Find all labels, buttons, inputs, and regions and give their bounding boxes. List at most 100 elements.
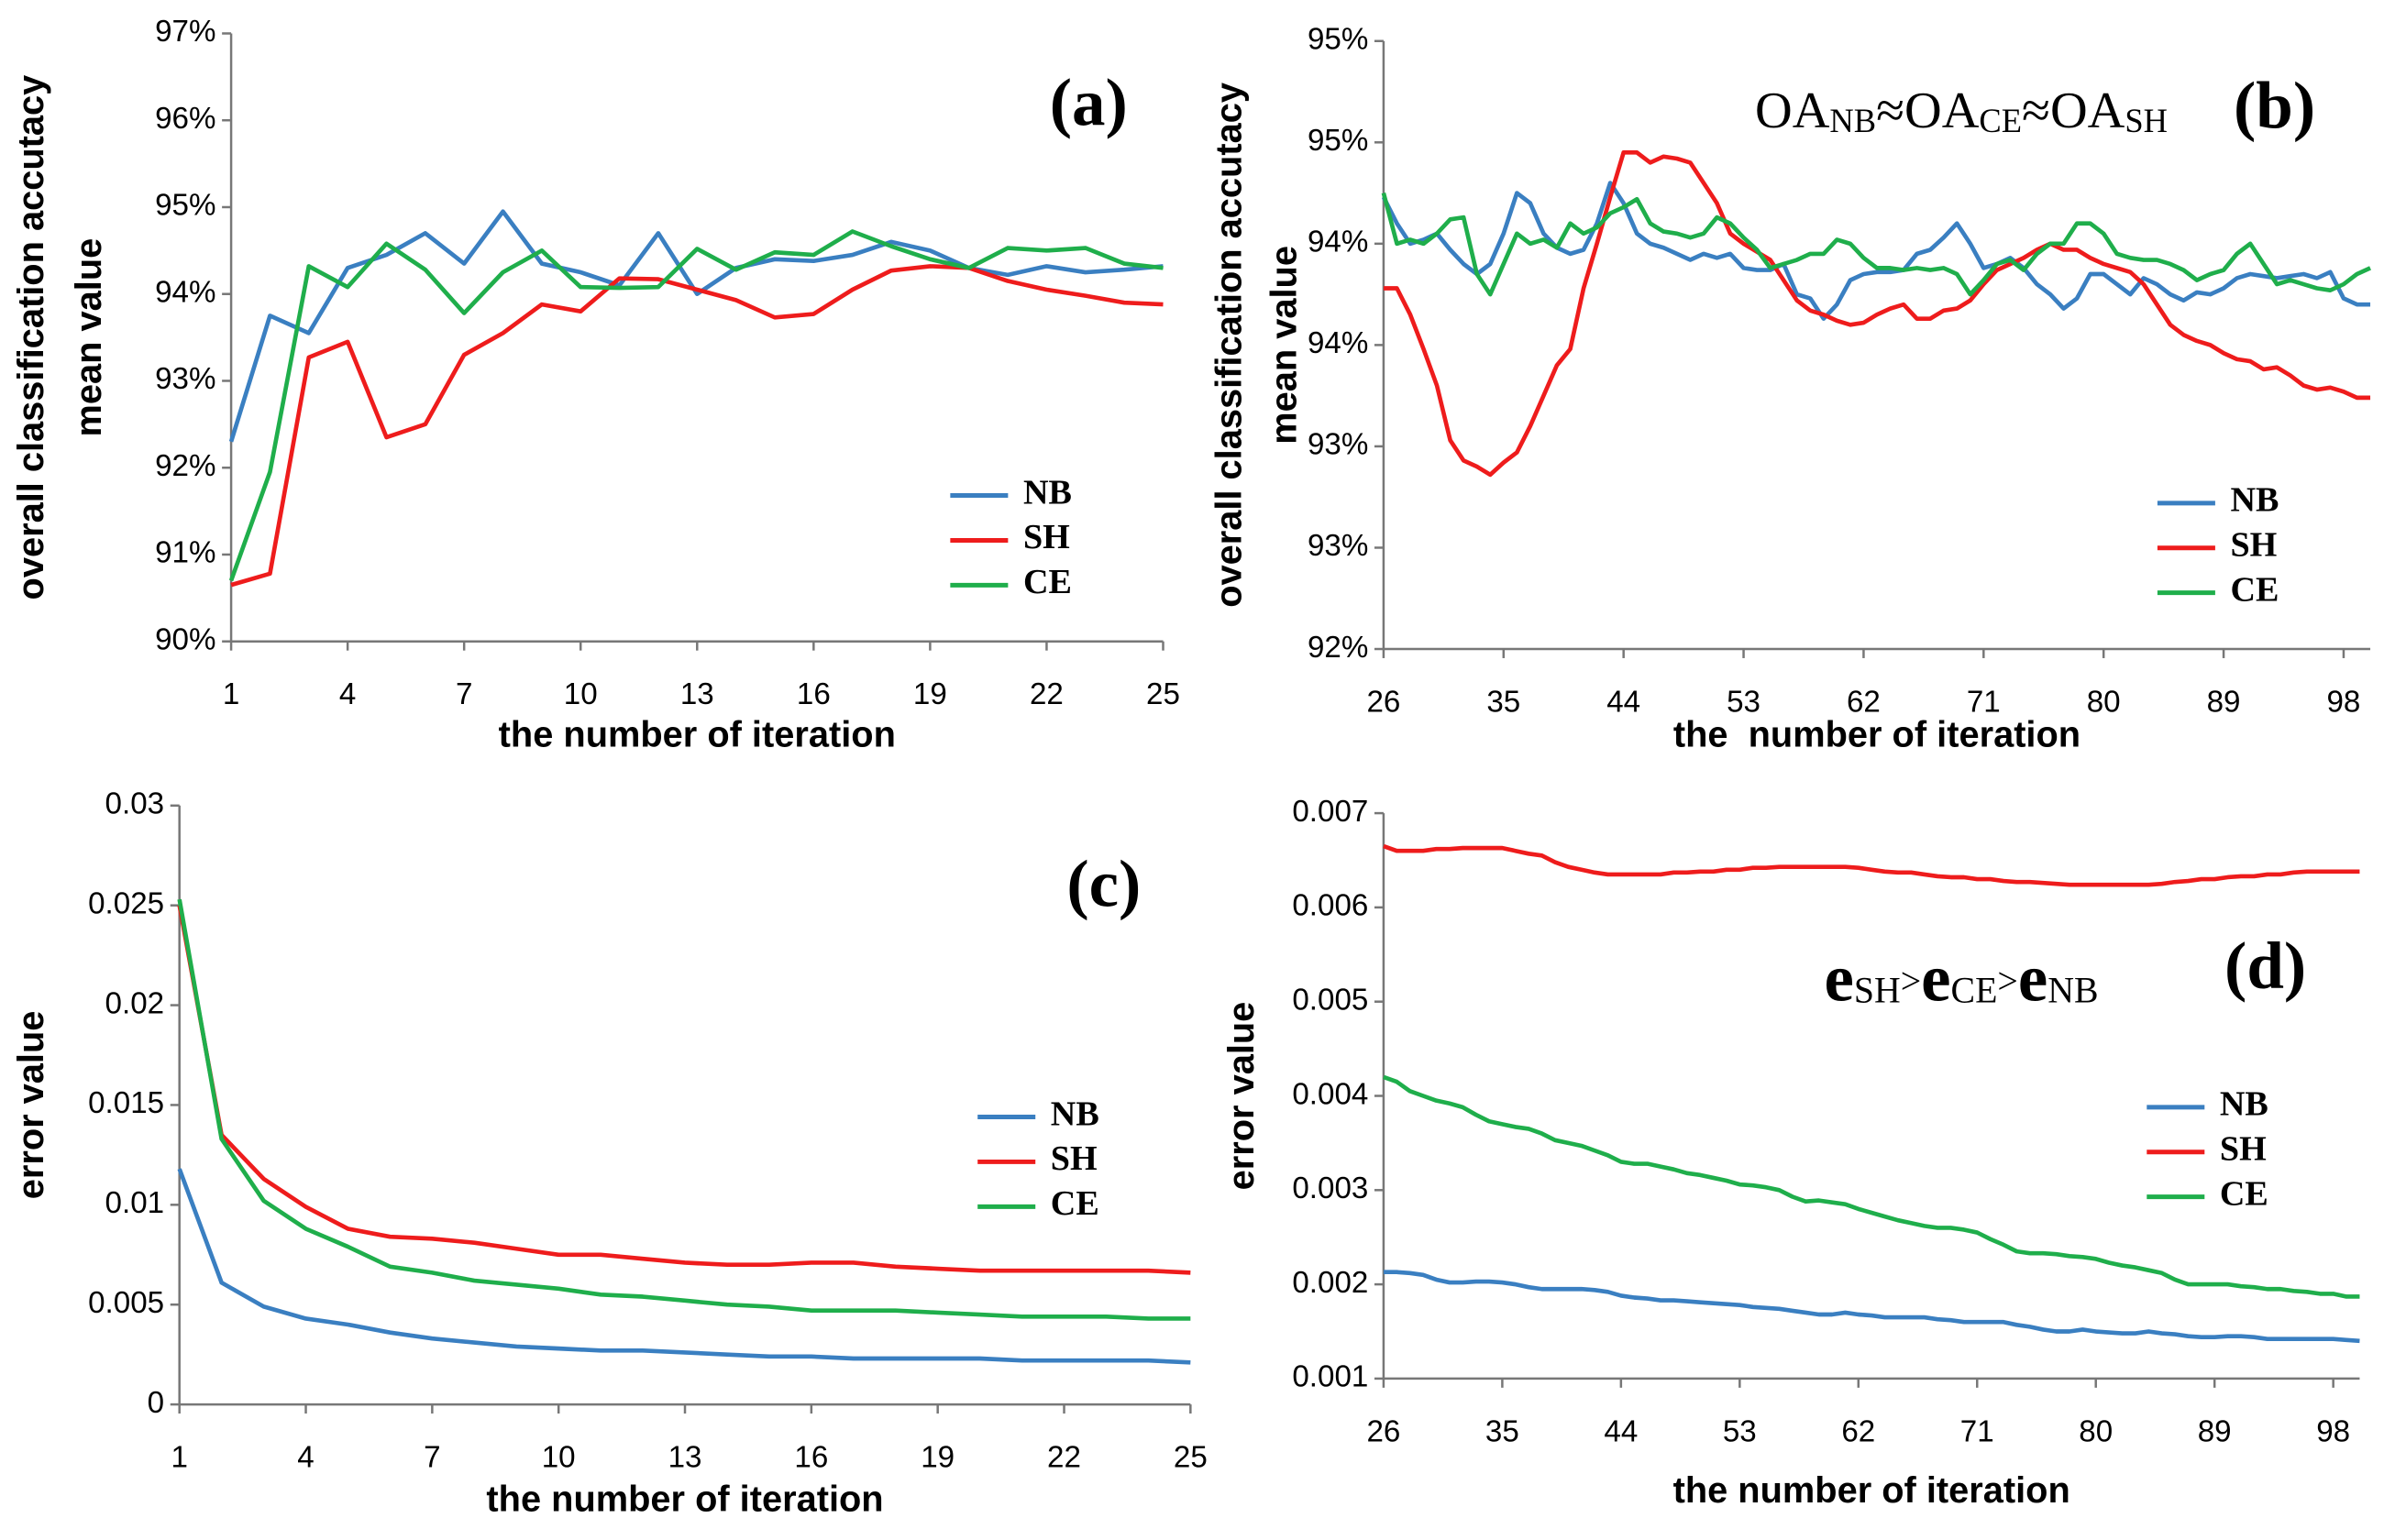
x-tick-label: 98 (2316, 1414, 2350, 1448)
x-tick-label: 98 (2327, 685, 2361, 719)
x-tick-label: 1 (223, 677, 239, 711)
y-axis-title: error value (1221, 1002, 1262, 1191)
y-tick-label: 0.002 (1292, 1266, 1368, 1300)
legend-label: SH (2220, 1130, 2267, 1169)
y-tick-label: 0.005 (1292, 983, 1368, 1017)
legend-label: CE (2230, 570, 2279, 609)
annotation-part: ≈ (1876, 82, 1904, 139)
x-tick-label: 16 (797, 677, 831, 711)
annotation-part: e (1825, 940, 1854, 1015)
x-tick-label: 62 (1847, 685, 1881, 719)
x-tick-label: 4 (339, 677, 356, 711)
y-tick-label: 95% (1308, 23, 1368, 57)
x-tick-label: 10 (564, 677, 598, 711)
y-tick-label: 90% (155, 622, 215, 656)
x-tick-label: 13 (680, 677, 714, 711)
series-line (1383, 1074, 2360, 1299)
y-tick-label: 93% (1308, 428, 1368, 462)
legend-label: CE (2220, 1174, 2268, 1213)
x-tick-label: 35 (1485, 1414, 1519, 1448)
annotation-part: OA (1755, 82, 1830, 139)
panel-label: (b) (2234, 68, 2315, 142)
legend-label: NB (1051, 1094, 1099, 1133)
x-tick-label: 19 (913, 677, 947, 711)
x-tick-label: 26 (1366, 1414, 1400, 1448)
x-tick-label: 35 (1486, 685, 1520, 719)
x-tick-label: 71 (1967, 685, 2001, 719)
y-tick-label: 0.003 (1292, 1172, 1368, 1205)
y-tick-label: 0 (148, 1386, 164, 1420)
x-tick-label: 4 (297, 1441, 314, 1475)
x-tick-label: 16 (794, 1441, 828, 1475)
y-axis-title: mean value (1264, 246, 1304, 445)
y-tick-label: 0.015 (88, 1086, 164, 1120)
y-tick-label: 0.005 (88, 1286, 164, 1320)
x-tick-label: 19 (921, 1441, 955, 1475)
legend-label: SH (2230, 525, 2277, 564)
panel-label: (a) (1050, 65, 1128, 139)
series-line (1383, 1270, 2360, 1344)
annotation-part: OA (2050, 82, 2125, 139)
panel-label: (d) (2224, 929, 2306, 1003)
x-tick-label: 53 (1727, 685, 1760, 719)
x-tick-label: 7 (456, 677, 472, 711)
legend-label: SH (1023, 518, 1070, 556)
x-axis-title: the number of iteration (499, 715, 896, 755)
x-tick-label: 89 (2198, 1414, 2232, 1448)
y-tick-label: 95% (1308, 124, 1368, 158)
x-tick-label: 25 (1146, 677, 1180, 711)
annotation-sub: NB (2047, 971, 2098, 1011)
x-axis-title: the number of iteration (486, 1480, 883, 1520)
y-tick-label: 0.01 (105, 1186, 165, 1220)
series-line (1383, 150, 2371, 478)
series-line (177, 905, 1191, 1275)
annotation-sub: CE (1979, 103, 2022, 139)
series-line (1381, 181, 2371, 321)
legend-label: NB (1023, 473, 1072, 512)
x-tick-label: 62 (1841, 1414, 1875, 1448)
y-tick-label: 94% (155, 275, 215, 309)
annotation-part: > (1901, 962, 1921, 1002)
series-line (1381, 192, 2372, 297)
x-tick-label: 26 (1366, 685, 1400, 719)
legend-label: NB (2220, 1085, 2268, 1124)
annotation-part: ≈ (2022, 82, 2050, 139)
annotation-sub: CE (1951, 971, 1998, 1011)
annotation-part: OA (1904, 82, 1980, 139)
y-axis-title: error value (11, 1011, 51, 1200)
y-tick-label: 0.001 (1292, 1360, 1368, 1394)
y-tick-label: 0.025 (88, 886, 164, 920)
y-tick-label: 0.006 (1292, 889, 1368, 923)
y-tick-label: 93% (155, 362, 215, 396)
y-tick-label: 0.03 (105, 787, 165, 821)
series-line (177, 898, 1191, 1321)
annotation-sub: SH (1854, 971, 1901, 1011)
x-axis-title: the number of iteration (1673, 715, 2080, 755)
x-tick-label: 7 (424, 1441, 440, 1475)
annotation-sub: SH (2125, 103, 2168, 139)
series-line (228, 229, 1164, 582)
y-tick-label: 92% (1308, 631, 1368, 665)
series-line (228, 209, 1164, 443)
y-tick-label: 94% (1308, 326, 1368, 360)
legend-label: NB (2230, 481, 2279, 520)
y-tick-label: 95% (155, 189, 215, 223)
y-tick-label: 92% (155, 449, 215, 483)
annotation-part: > (1997, 962, 2017, 1002)
y-axis-title: overall classification accutacy (11, 75, 51, 600)
y-tick-label: 0.004 (1292, 1077, 1368, 1111)
x-tick-label: 44 (1604, 1414, 1638, 1448)
annotation-part: e (2018, 940, 2047, 1015)
annotation: eSH>eCE>eNB (1825, 940, 2099, 1015)
x-axis-title: the number of iteration (1673, 1470, 2070, 1511)
y-tick-label: 97% (155, 15, 215, 49)
x-tick-label: 25 (1174, 1441, 1208, 1475)
x-tick-label: 53 (1723, 1414, 1757, 1448)
y-tick-label: 96% (155, 102, 215, 136)
legend-label: CE (1051, 1184, 1099, 1223)
y-axis-title: mean value (69, 238, 109, 437)
x-tick-label: 13 (668, 1441, 702, 1475)
